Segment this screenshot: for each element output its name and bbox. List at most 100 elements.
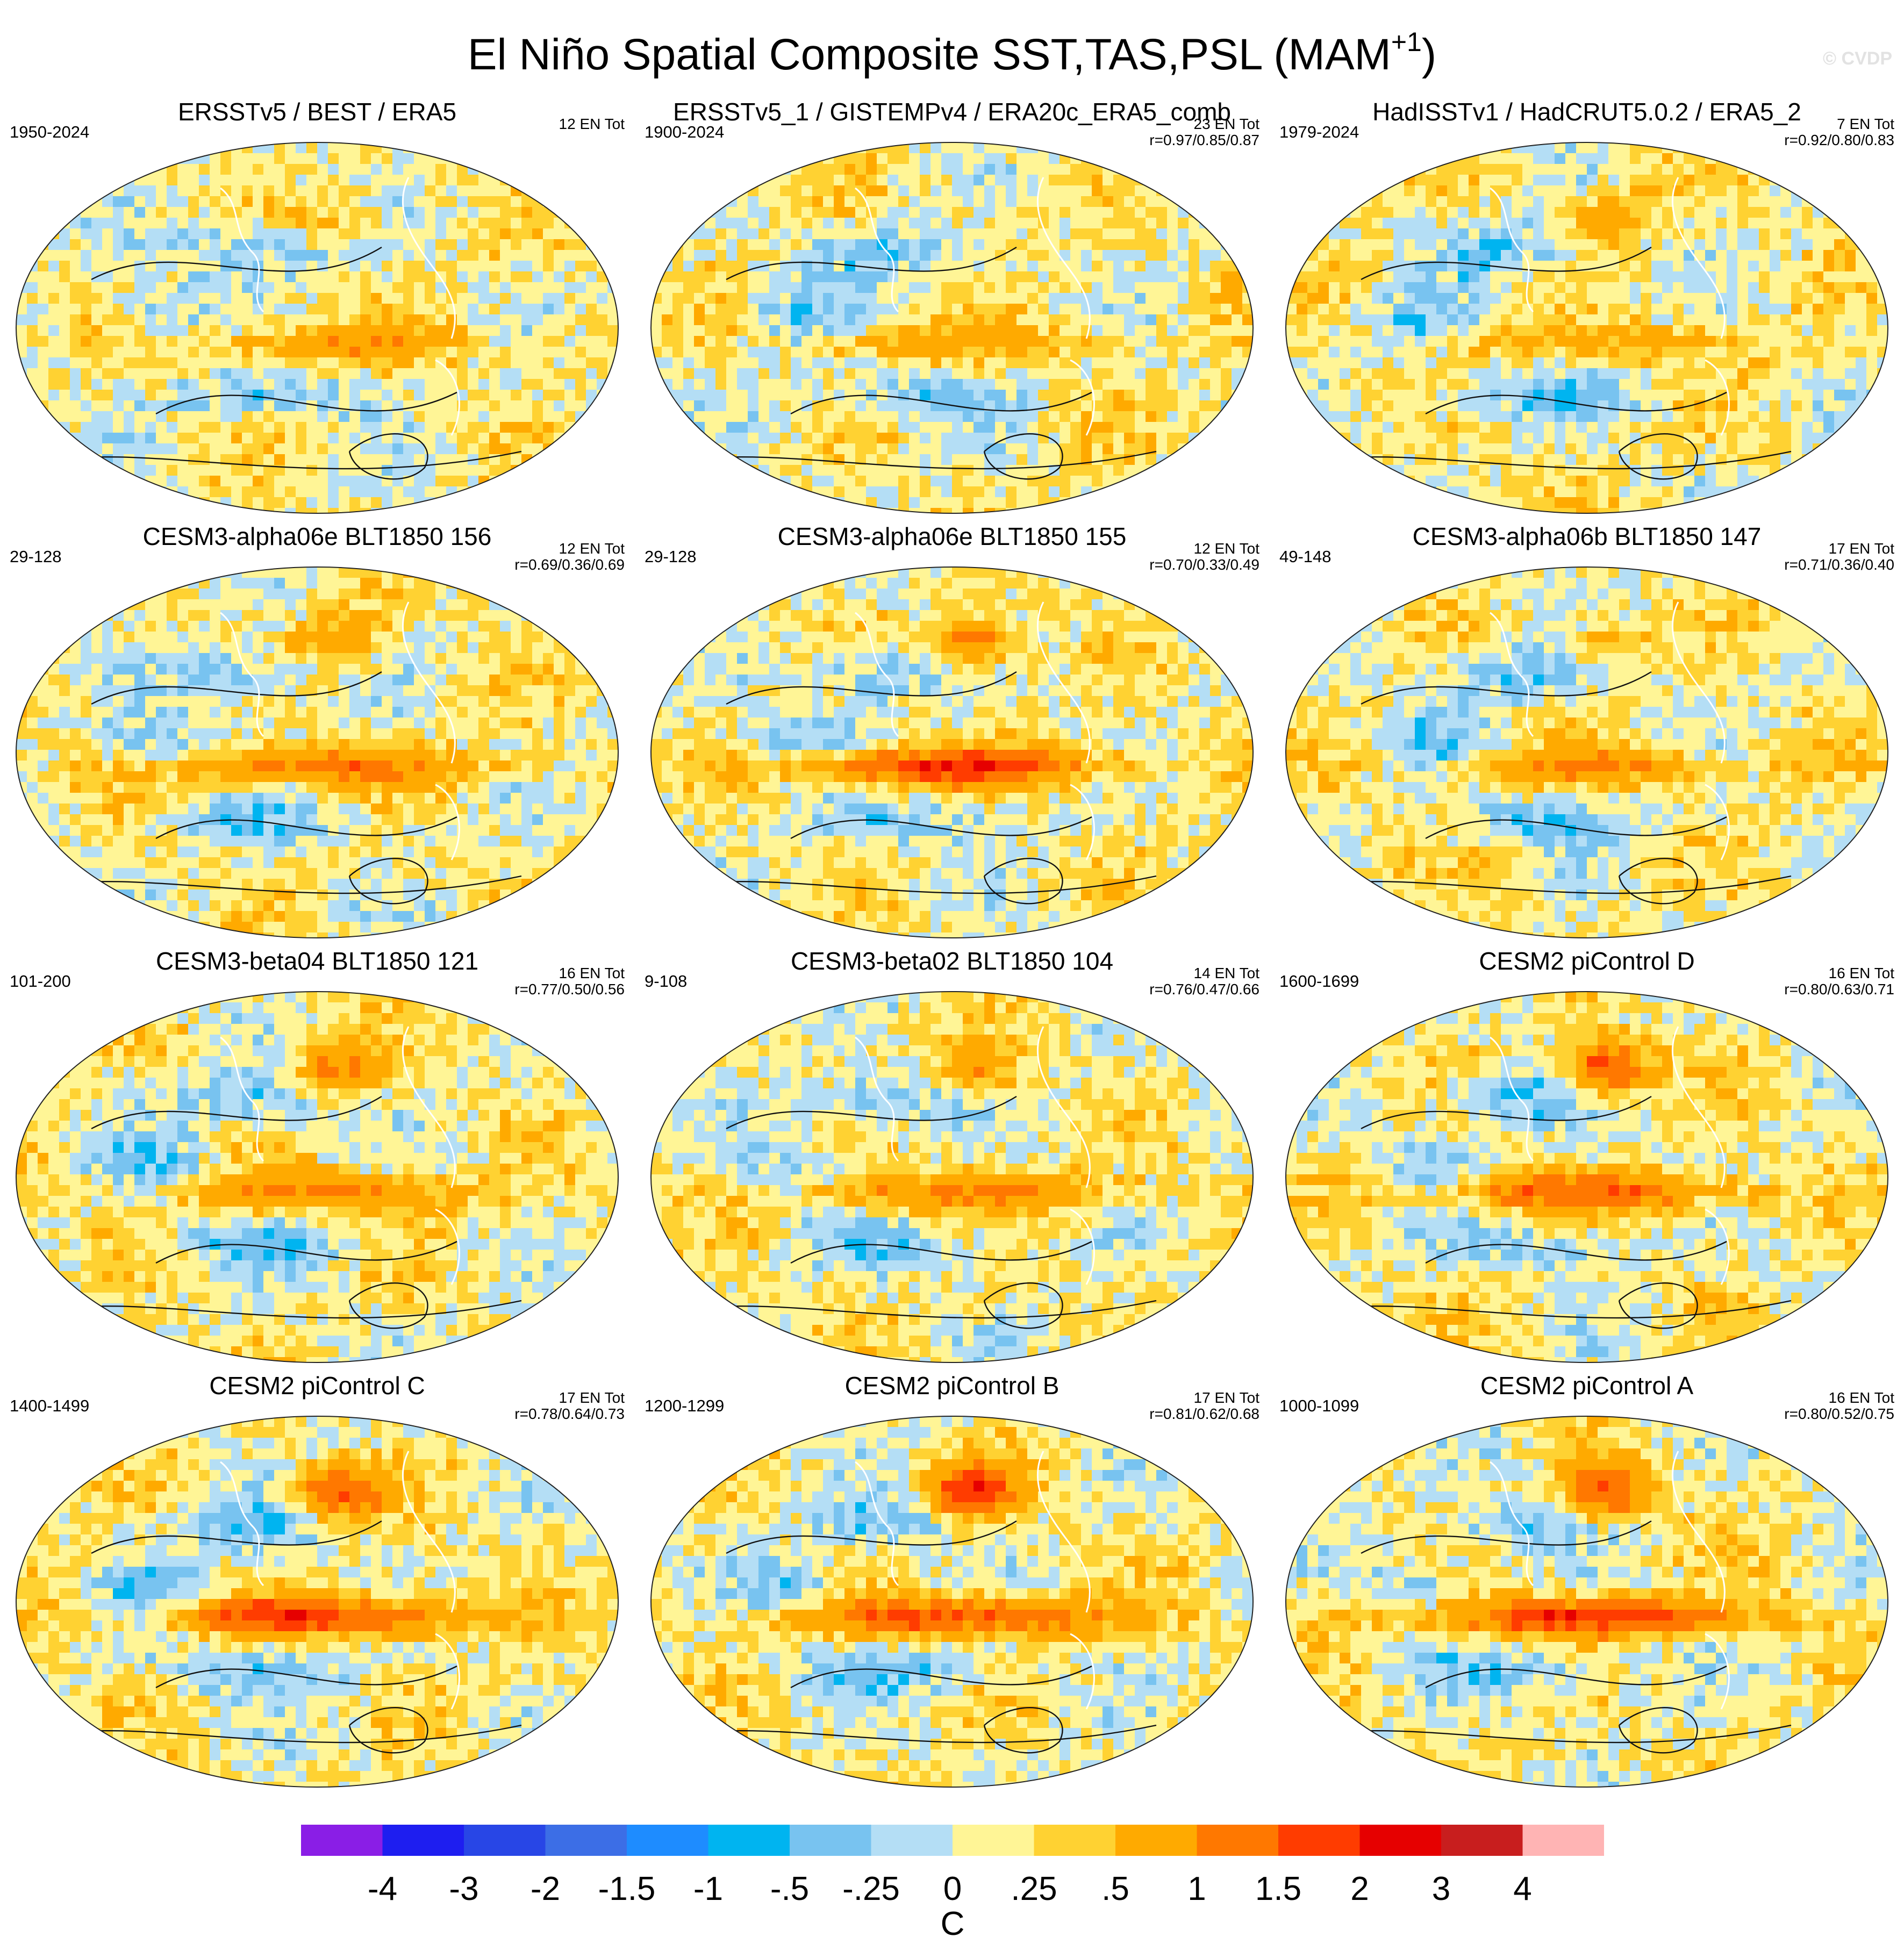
robinson-map bbox=[1285, 142, 1888, 514]
colorbar-tick-label: 4 bbox=[1513, 1870, 1531, 1907]
colorbar-swatch bbox=[708, 1825, 790, 1856]
map-panel: CESM2 piControl A 1000-1099 16 EN Tot r=0.8… bbox=[1270, 1371, 1904, 1795]
panel-event-count: 16 EN Tot r=0.80/0.63/0.71 bbox=[1784, 965, 1894, 998]
en-total: 23 EN Tot bbox=[1149, 116, 1259, 132]
colorbar-tick-label: -2 bbox=[531, 1870, 560, 1907]
colorbar-tick-label: -1.5 bbox=[598, 1870, 656, 1907]
panel-event-count: 7 EN Tot r=0.92/0.80/0.83 bbox=[1784, 116, 1894, 148]
panel-title: CESM2 piControl D bbox=[1270, 946, 1904, 976]
colorbar-swatch bbox=[790, 1825, 871, 1856]
robinson-map bbox=[16, 566, 619, 938]
robinson-map bbox=[16, 142, 619, 514]
robinson-map bbox=[650, 991, 1254, 1363]
panel-title: CESM3-beta04 BLT1850 121 bbox=[0, 946, 634, 976]
panel-event-count: 23 EN Tot r=0.97/0.85/0.87 bbox=[1149, 116, 1259, 148]
map-panel: CESM2 piControl C 1400-1499 17 EN Tot r=0.7… bbox=[0, 1371, 634, 1795]
panel-title: CESM3-alpha06e BLT1850 156 bbox=[0, 521, 634, 551]
robinson-map bbox=[16, 991, 619, 1363]
panel-title: CESM2 piControl B bbox=[635, 1371, 1269, 1401]
panel-title: CESM3-alpha06e BLT1850 155 bbox=[635, 521, 1269, 551]
panel-event-count: 16 EN Tot r=0.80/0.52/0.75 bbox=[1784, 1390, 1894, 1422]
en-total: 17 EN Tot bbox=[1784, 541, 1894, 557]
pattern-correlation: r=0.70/0.33/0.49 bbox=[1149, 557, 1259, 573]
colorbar-swatch bbox=[1522, 1825, 1604, 1856]
pattern-correlation: r=0.69/0.36/0.69 bbox=[514, 557, 625, 573]
en-total: 16 EN Tot bbox=[1784, 1390, 1894, 1406]
colorbar-swatch bbox=[953, 1825, 1034, 1856]
robinson-map bbox=[1285, 1416, 1888, 1788]
map-panel: CESM3-beta02 BLT1850 104 9-108 14 EN Tot r=… bbox=[635, 946, 1269, 1371]
en-total: 12 EN Tot bbox=[559, 116, 625, 132]
map-panel: ERSSTv5_1 / GISTEMPv4 / ERA20c_ERA5_comb… bbox=[635, 97, 1269, 521]
panel-title: HadISSTv1 / HadCRUT5.0.2 / ERA5_2 bbox=[1270, 97, 1904, 127]
colorbar: -4 -3 -2 -1.5 -1 -.5 -.25 0 .25 .5 1 1.5 2 3 4 C bbox=[301, 1825, 1604, 1942]
panel-years: 1950-2024 bbox=[10, 123, 89, 142]
panel-title: CESM2 piControl A bbox=[1270, 1371, 1904, 1401]
en-total: 12 EN Tot bbox=[514, 541, 625, 557]
panel-years: 1000-1099 bbox=[1279, 1396, 1359, 1416]
pattern-correlation: r=0.97/0.85/0.87 bbox=[1149, 132, 1259, 148]
panel-event-count: 17 EN Tot r=0.81/0.62/0.68 bbox=[1149, 1390, 1259, 1422]
panel-event-count: 14 EN Tot r=0.76/0.47/0.66 bbox=[1149, 965, 1259, 998]
panel-title: CESM3-beta02 BLT1850 104 bbox=[635, 946, 1269, 976]
robinson-map bbox=[650, 1416, 1254, 1788]
panel-years: 49-148 bbox=[1279, 547, 1332, 566]
pattern-correlation: r=0.92/0.80/0.83 bbox=[1784, 132, 1894, 148]
robinson-map bbox=[16, 1416, 619, 1788]
pattern-correlation: r=0.80/0.52/0.75 bbox=[1784, 1406, 1894, 1422]
en-total: 12 EN Tot bbox=[1149, 541, 1259, 557]
panel-event-count: 16 EN Tot r=0.77/0.50/0.56 bbox=[514, 965, 625, 998]
panel-title: ERSSTv5 / BEST / ERA5 bbox=[0, 97, 634, 127]
colorbar-swatch bbox=[1359, 1825, 1441, 1856]
en-total: 17 EN Tot bbox=[514, 1390, 625, 1406]
colorbar-tick-label: 1.5 bbox=[1255, 1870, 1301, 1907]
panel-years: 1200-1299 bbox=[645, 1396, 724, 1416]
panel-event-count: 12 EN Tot r=0.69/0.36/0.69 bbox=[514, 541, 625, 573]
panel-title: CESM2 piControl C bbox=[0, 1371, 634, 1401]
panel-years: 1900-2024 bbox=[645, 123, 724, 142]
colorbar-swatch bbox=[545, 1825, 627, 1856]
colorbar-swatch bbox=[1197, 1825, 1278, 1856]
map-panel: ERSSTv5 / BEST / ERA5 1950-2024 12 EN Tot bbox=[0, 97, 634, 521]
panel-event-count: 17 EN Tot r=0.71/0.36/0.40 bbox=[1784, 541, 1894, 573]
pattern-correlation: r=0.81/0.62/0.68 bbox=[1149, 1406, 1259, 1422]
cvdp-credit: © CVDP bbox=[1823, 48, 1892, 69]
en-total: 7 EN Tot bbox=[1784, 116, 1894, 132]
colorbar-tick-label: -.25 bbox=[842, 1870, 900, 1907]
en-total: 16 EN Tot bbox=[1784, 965, 1894, 981]
colorbar-tick-label: 3 bbox=[1432, 1870, 1450, 1907]
map-panel: CESM2 piControl D 1600-1699 16 EN Tot r=0.8… bbox=[1270, 946, 1904, 1371]
colorbar-unit: C bbox=[941, 1905, 965, 1942]
map-panel: CESM3-beta04 BLT1850 121 101-200 16 EN Tot… bbox=[0, 946, 634, 1371]
panel-years: 29-128 bbox=[10, 547, 62, 566]
en-total: 17 EN Tot bbox=[1149, 1390, 1259, 1406]
map-panel: CESM3-alpha06e BLT1850 156 29-128 12 EN To… bbox=[0, 521, 634, 946]
map-panel: CESM3-alpha06e BLT1850 155 29-128 12 EN To… bbox=[635, 521, 1269, 946]
pattern-correlation: r=0.77/0.50/0.56 bbox=[514, 981, 625, 998]
colorbar-swatch bbox=[464, 1825, 546, 1856]
colorbar-tick-label: 1 bbox=[1187, 1870, 1206, 1907]
colorbar-swatch bbox=[301, 1825, 383, 1856]
colorbar-tick-label: -3 bbox=[449, 1870, 478, 1907]
panel-title: ERSSTv5_1 / GISTEMPv4 / ERA20c_ERA5_comb bbox=[635, 97, 1269, 127]
colorbar-swatch bbox=[1441, 1825, 1523, 1856]
colorbar-tick-label: 0 bbox=[943, 1870, 962, 1907]
panel-years: 1600-1699 bbox=[1279, 972, 1359, 991]
panel-event-count: 17 EN Tot r=0.78/0.64/0.73 bbox=[514, 1390, 625, 1422]
pattern-correlation: r=0.76/0.47/0.66 bbox=[1149, 981, 1259, 998]
colorbar-tick-label: .5 bbox=[1101, 1870, 1129, 1907]
pattern-correlation: r=0.71/0.36/0.40 bbox=[1784, 557, 1894, 573]
colorbar-tick-label: -4 bbox=[368, 1870, 397, 1907]
map-panel: CESM3-alpha06b BLT1850 147 49-148 17 EN To… bbox=[1270, 521, 1904, 946]
colorbar-swatch bbox=[871, 1825, 953, 1856]
robinson-map bbox=[1285, 566, 1888, 938]
robinson-map bbox=[650, 566, 1254, 938]
panel-years: 1400-1499 bbox=[10, 1396, 89, 1416]
colorbar-swatch bbox=[1278, 1825, 1360, 1856]
pattern-correlation: r=0.78/0.64/0.73 bbox=[514, 1406, 625, 1422]
colorbar-swatch bbox=[1034, 1825, 1115, 1856]
map-panel: HadISSTv1 / HadCRUT5.0.2 / ERA5_2 1979-20… bbox=[1270, 97, 1904, 521]
en-total: 14 EN Tot bbox=[1149, 965, 1259, 981]
colorbar-swatch bbox=[382, 1825, 464, 1856]
colorbar-tick-label: -1 bbox=[693, 1870, 723, 1907]
